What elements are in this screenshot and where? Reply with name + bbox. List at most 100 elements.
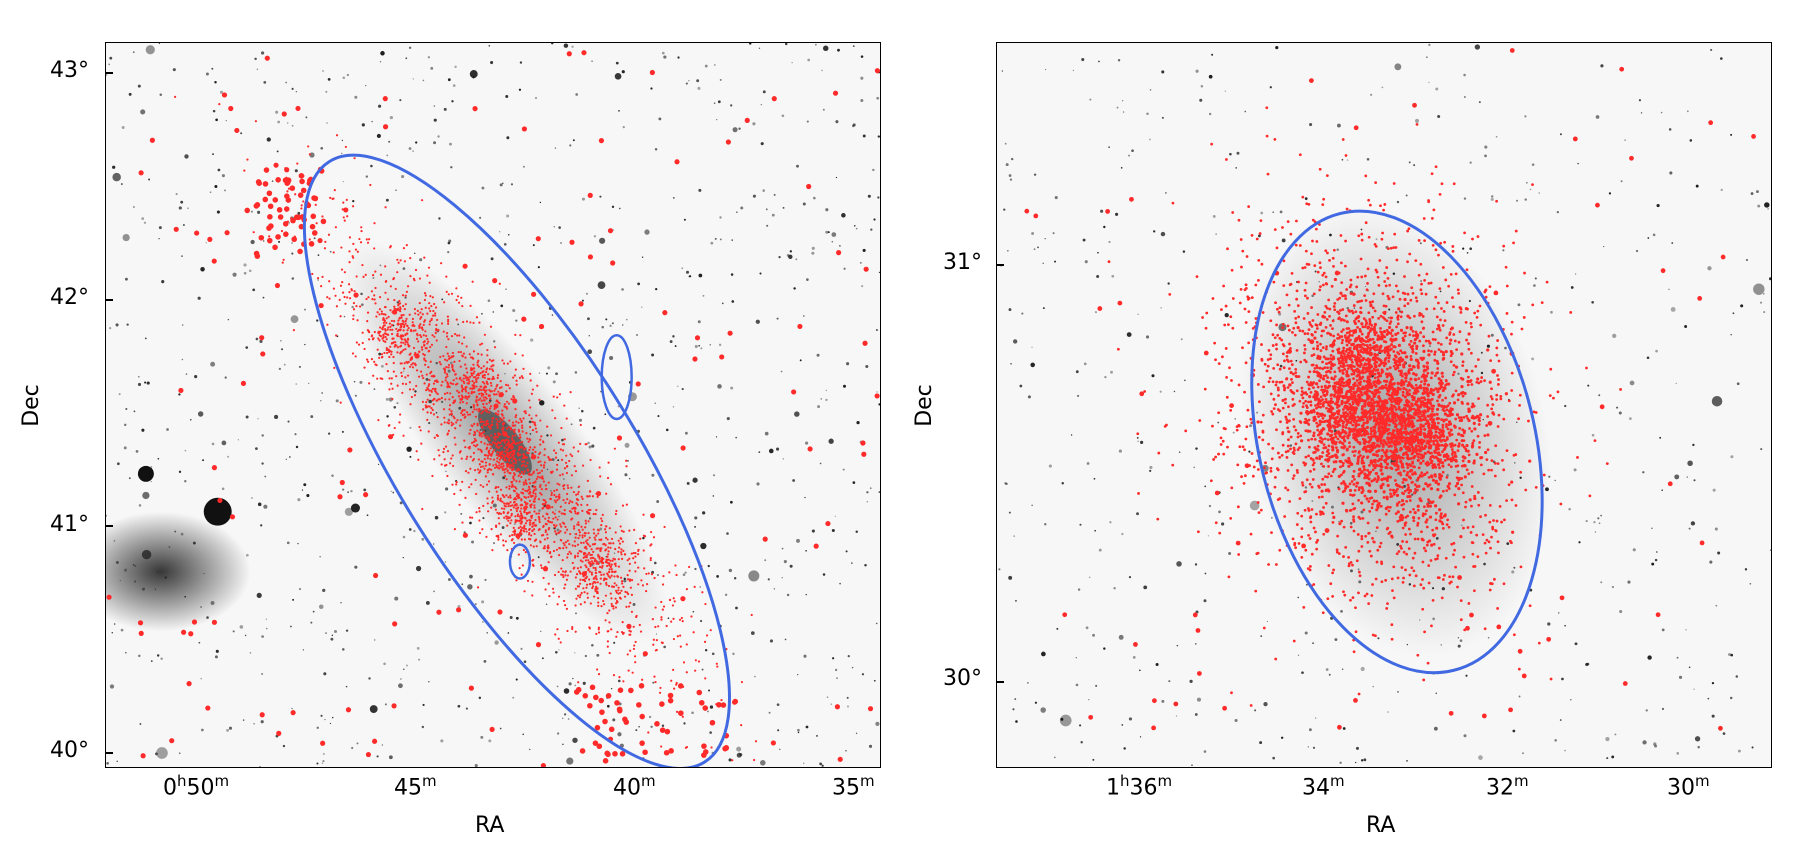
field-star bbox=[447, 78, 451, 82]
catalog-point bbox=[595, 508, 598, 512]
field-star bbox=[663, 645, 667, 649]
catalog-point bbox=[420, 442, 423, 445]
catalog-point bbox=[477, 448, 480, 451]
catalog-point bbox=[604, 577, 607, 580]
field-star bbox=[128, 92, 132, 96]
field-star bbox=[552, 380, 556, 384]
catalog-point bbox=[356, 319, 359, 322]
catalog-point bbox=[493, 448, 496, 452]
catalog-point bbox=[431, 474, 434, 478]
catalog-point bbox=[404, 382, 408, 386]
catalog-point bbox=[138, 170, 144, 176]
catalog-point bbox=[393, 298, 396, 302]
catalog-point bbox=[594, 558, 597, 561]
catalog-point bbox=[412, 329, 415, 332]
field-star bbox=[572, 677, 574, 680]
catalog-point bbox=[211, 465, 218, 471]
field-star bbox=[121, 125, 125, 129]
catalog-point bbox=[503, 495, 506, 499]
catalog-point bbox=[376, 311, 379, 314]
field-star bbox=[128, 477, 131, 480]
catalog-point bbox=[447, 322, 450, 326]
catalog-point bbox=[527, 485, 531, 488]
catalog-point bbox=[535, 512, 538, 515]
catalog-point bbox=[597, 532, 600, 535]
field-star bbox=[778, 255, 781, 259]
catalog-point bbox=[649, 69, 655, 76]
catalog-point bbox=[1440, 418, 1443, 422]
catalog-point bbox=[456, 419, 459, 422]
catalog-point bbox=[446, 474, 449, 478]
catalog-point bbox=[396, 384, 399, 387]
catalog-point bbox=[538, 323, 545, 330]
catalog-point bbox=[574, 576, 577, 579]
catalog-point bbox=[523, 511, 526, 514]
field-star bbox=[413, 529, 416, 533]
field-star bbox=[1309, 123, 1313, 127]
catalog-point bbox=[520, 507, 523, 510]
catalog-point bbox=[544, 501, 548, 504]
field-star bbox=[509, 615, 513, 620]
catalog-point bbox=[283, 231, 289, 237]
catalog-point bbox=[311, 272, 314, 276]
catalog-point bbox=[472, 376, 476, 379]
catalog-point bbox=[701, 591, 704, 594]
catalog-point bbox=[549, 497, 553, 501]
catalog-point bbox=[486, 457, 489, 460]
catalog-point bbox=[1416, 508, 1420, 512]
catalog-point bbox=[439, 355, 442, 359]
catalog-point bbox=[374, 302, 377, 305]
catalog-point bbox=[503, 446, 506, 449]
catalog-point bbox=[267, 203, 274, 210]
field-star bbox=[853, 225, 856, 227]
catalog-point bbox=[586, 495, 589, 498]
catalog-point bbox=[609, 592, 612, 595]
catalog-point bbox=[393, 320, 396, 323]
catalog-point bbox=[576, 567, 579, 570]
catalog-point bbox=[465, 411, 469, 414]
catalog-point bbox=[543, 502, 547, 505]
catalog-point bbox=[627, 592, 630, 596]
catalog-point bbox=[321, 275, 324, 278]
field-star bbox=[200, 267, 205, 272]
catalog-point bbox=[509, 508, 513, 512]
catalog-point bbox=[600, 517, 603, 520]
field-star bbox=[1052, 232, 1055, 235]
catalog-point bbox=[516, 451, 520, 455]
catalog-point bbox=[530, 516, 533, 519]
catalog-point bbox=[501, 500, 504, 503]
field-star bbox=[1564, 624, 1566, 627]
catalog-point bbox=[392, 341, 395, 344]
field-star bbox=[1131, 149, 1134, 153]
catalog-point bbox=[538, 518, 541, 521]
catalog-point bbox=[446, 432, 450, 435]
catalog-point bbox=[512, 475, 515, 478]
catalog-point bbox=[520, 514, 523, 517]
field-star bbox=[873, 679, 876, 682]
catalog-point bbox=[456, 295, 460, 298]
catalog-point bbox=[1392, 596, 1396, 600]
field-star bbox=[259, 339, 263, 343]
field-star bbox=[1013, 535, 1016, 537]
catalog-point bbox=[604, 531, 608, 534]
catalog-point bbox=[503, 502, 506, 505]
catalog-point bbox=[467, 446, 470, 449]
catalog-point bbox=[440, 322, 444, 325]
field-star bbox=[484, 578, 487, 582]
catalog-point bbox=[521, 316, 527, 322]
catalog-point bbox=[274, 282, 281, 289]
catalog-point bbox=[421, 400, 424, 404]
catalog-point bbox=[366, 358, 369, 361]
catalog-point bbox=[404, 348, 407, 351]
field-star bbox=[813, 196, 816, 200]
catalog-point bbox=[326, 323, 329, 326]
catalog-point bbox=[573, 510, 577, 513]
catalog-point bbox=[518, 515, 521, 518]
catalog-point bbox=[607, 461, 610, 464]
catalog-point bbox=[1295, 348, 1299, 352]
field-star bbox=[469, 521, 472, 525]
catalog-point bbox=[615, 509, 618, 513]
catalog-point bbox=[488, 439, 491, 442]
catalog-point bbox=[478, 431, 481, 434]
catalog-point bbox=[356, 250, 359, 253]
